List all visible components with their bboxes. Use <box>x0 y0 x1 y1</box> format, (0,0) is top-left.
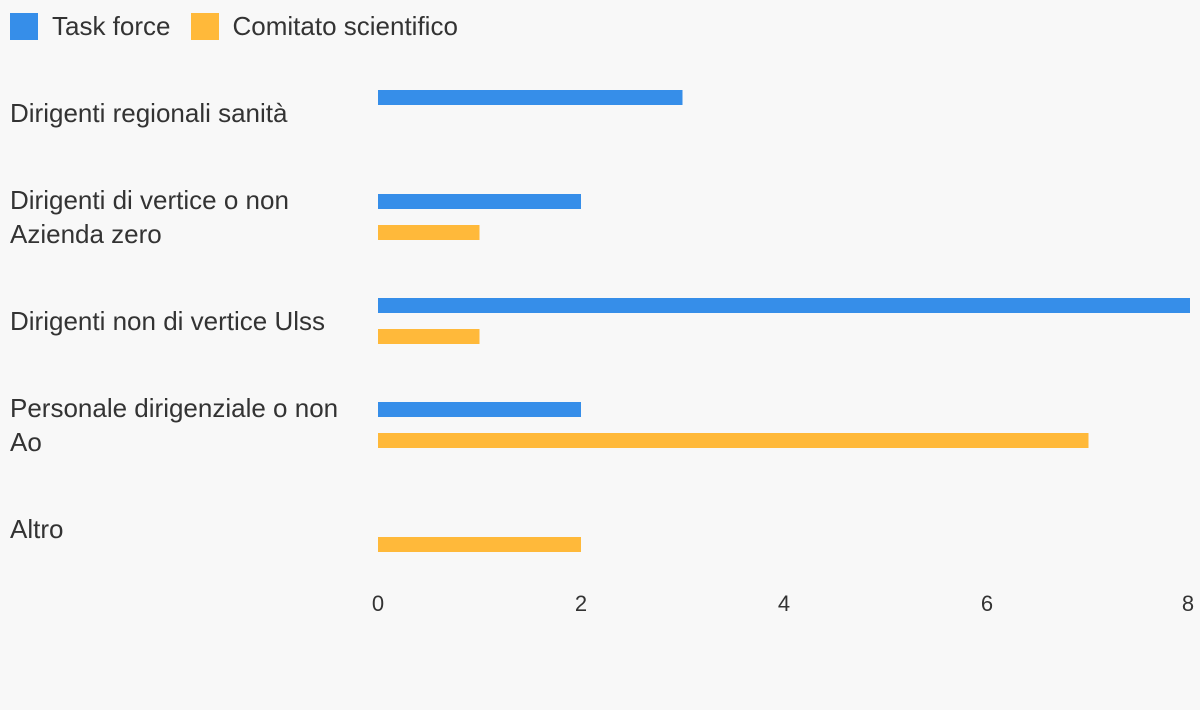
bar-task-force-3[interactable] <box>378 298 1190 313</box>
bar-task-force-2[interactable] <box>378 194 581 209</box>
category-label-line: Personale dirigenziale o non <box>10 393 338 423</box>
bar-task-force-1[interactable] <box>378 90 683 105</box>
category-label-2: Dirigenti di vertice o non Azienda zero <box>10 185 289 249</box>
x-tick-label: 4 <box>778 591 790 616</box>
legend-label-comitato-scientifico: Comitato scientifico <box>232 11 458 41</box>
x-tick-label: 8 <box>1182 591 1194 616</box>
bar-task-force-4[interactable] <box>378 402 581 417</box>
bar-comitato-scientifico-2[interactable] <box>378 225 480 240</box>
x-tick-label: 2 <box>575 591 587 616</box>
x-axis-ticks: 0 2 4 6 8 <box>372 591 1194 616</box>
category-label-line: Dirigenti regionali sanità <box>10 98 288 128</box>
category-label-1: Dirigenti regionali sanità <box>10 98 288 128</box>
legend-swatch-task-force <box>10 12 38 40</box>
category-label-line: Altro <box>10 514 63 544</box>
bars <box>378 90 1190 552</box>
category-labels: Dirigenti regionali sanità Dirigenti di v… <box>10 98 338 544</box>
category-label-line: Azienda zero <box>10 219 162 249</box>
category-label-5: Altro <box>10 514 63 544</box>
bar-comitato-scientifico-3[interactable] <box>378 329 480 344</box>
legend-item-comitato-scientifico[interactable]: Comitato scientifico <box>190 11 458 41</box>
chart-legend: Task force Comitato scientifico <box>10 6 478 46</box>
bar-comitato-scientifico-5[interactable] <box>378 537 581 552</box>
x-tick-label: 0 <box>372 591 384 616</box>
category-label-line: Ao <box>10 427 42 457</box>
legend-item-task-force[interactable]: Task force <box>10 11 171 41</box>
x-tick-label: 6 <box>981 591 993 616</box>
legend-label-task-force: Task force <box>52 11 171 41</box>
legend-swatch-comitato-scientifico <box>190 12 219 40</box>
category-label-3: Dirigenti non di vertice Ulss <box>10 306 325 336</box>
bar-comitato-scientifico-4[interactable] <box>378 433 1089 448</box>
category-label-4: Personale dirigenziale o non Ao <box>10 393 338 457</box>
category-label-line: Dirigenti non di vertice Ulss <box>10 306 325 336</box>
category-label-line: Dirigenti di vertice o non <box>10 185 289 215</box>
